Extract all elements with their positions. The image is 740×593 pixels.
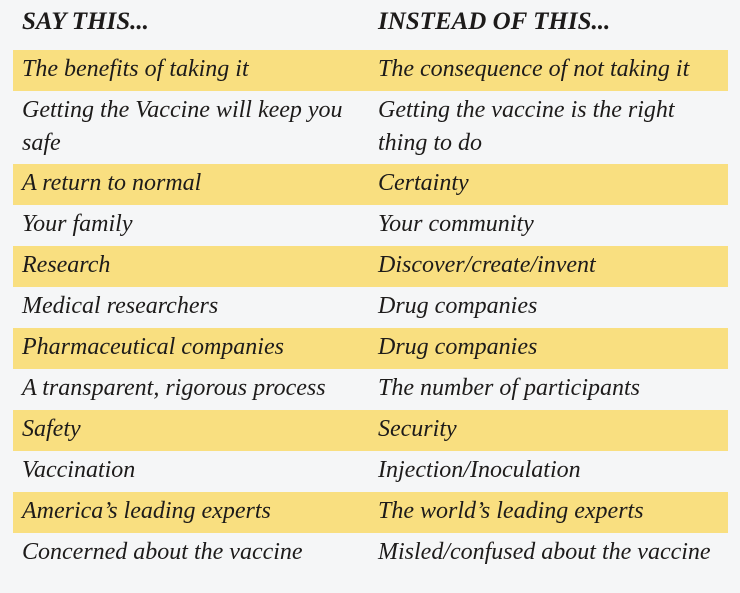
- table-row: America’s leading experts The world’s lea…: [13, 492, 728, 533]
- say-this-cell: America’s leading experts: [13, 492, 378, 533]
- instead-of-this-cell: Injection/Inoculation: [378, 457, 581, 483]
- say-this-cell: A return to normal: [13, 164, 378, 205]
- table-row: A transparent, rigorous process The numbe…: [13, 369, 728, 410]
- phrasing-table: The benefits of taking it The consequence…: [13, 50, 728, 574]
- instead-of-this-cell: Drug companies: [378, 293, 538, 319]
- say-this-cell: Safety: [13, 410, 378, 451]
- say-this-cell: Pharmaceutical companies: [13, 328, 378, 369]
- instead-of-this-cell: Getting the vaccine is the right thing t…: [378, 97, 675, 156]
- instead-of-this-cell: Your community: [378, 211, 534, 237]
- table-row: The benefits of taking it The consequence…: [13, 50, 728, 91]
- say-this-cell: Research: [13, 246, 378, 287]
- instead-of-this-cell: The consequence of not taking it: [378, 50, 728, 91]
- instead-of-this-cell: Misled/confused about the vaccine: [378, 539, 711, 565]
- say-this-header: SAY THIS...: [22, 8, 149, 35]
- instead-of-this-cell: Discover/create/invent: [378, 246, 728, 287]
- say-this-cell: Getting the Vaccine will keep you safe: [22, 97, 343, 156]
- instead-of-this-header: INSTEAD OF THIS...: [378, 8, 611, 35]
- say-this-cell: Your family: [22, 211, 133, 237]
- table-row: Medical researchers Drug companies: [13, 287, 728, 328]
- say-this-cell: Concerned about the vaccine: [22, 539, 303, 565]
- instead-of-this-cell: The world’s leading experts: [378, 492, 728, 533]
- table-row: Research Discover/create/invent: [13, 246, 728, 287]
- say-this-cell: Medical researchers: [22, 293, 219, 319]
- instead-of-this-cell: Drug companies: [378, 328, 728, 369]
- say-this-cell: Vaccination: [22, 457, 136, 483]
- table-row: Safety Security: [13, 410, 728, 451]
- table-row: Vaccination Injection/Inoculation: [13, 451, 728, 492]
- say-this-cell: A transparent, rigorous process: [22, 375, 326, 401]
- table-row: Your family Your community: [13, 205, 728, 246]
- instead-of-this-cell: Certainty: [378, 164, 728, 205]
- say-this-cell: The benefits of taking it: [13, 50, 378, 91]
- table-row: A return to normal Certainty: [13, 164, 728, 205]
- table-row: Pharmaceutical companies Drug companies: [13, 328, 728, 369]
- table-row: Concerned about the vaccine Misled/confus…: [13, 533, 728, 574]
- table-row: Getting the Vaccine will keep you safe Ge…: [13, 91, 728, 164]
- instead-of-this-cell: Security: [378, 410, 728, 451]
- instead-of-this-cell: The number of participants: [378, 375, 640, 401]
